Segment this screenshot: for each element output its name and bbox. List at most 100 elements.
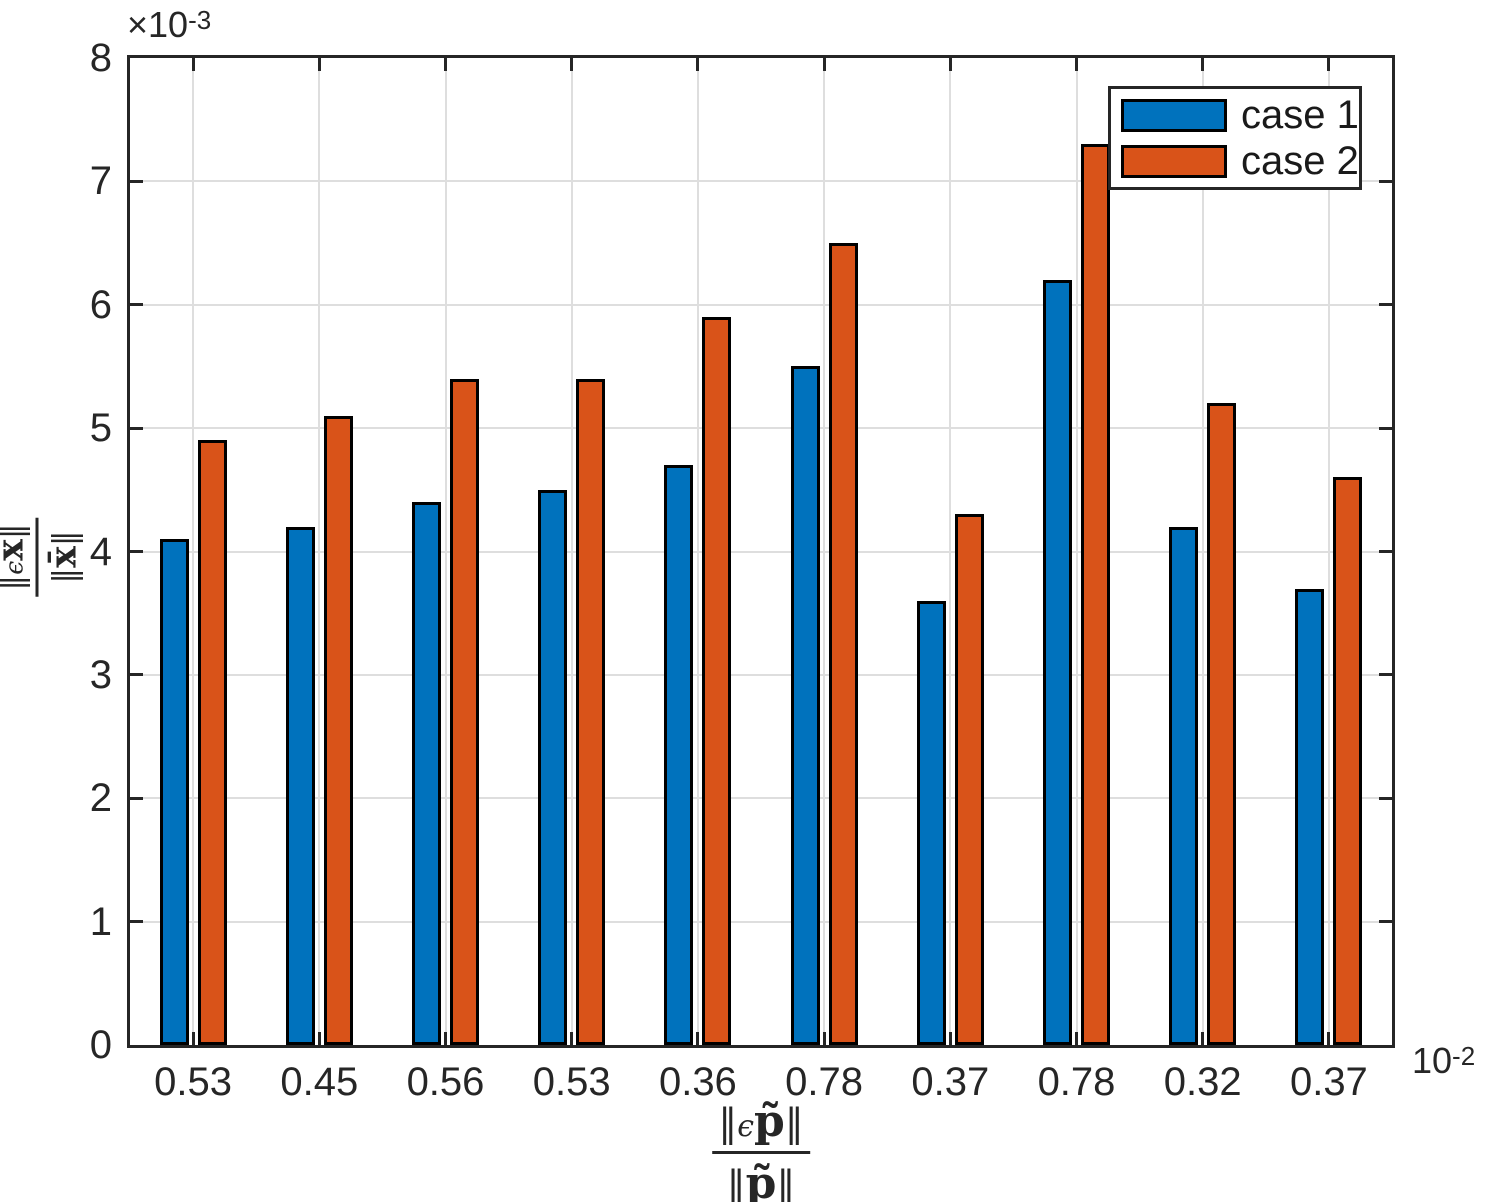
x-tick-bottom (1075, 1032, 1078, 1045)
legend-label-case-2: case 2 (1241, 139, 1359, 183)
bar-case-2-9 (1333, 477, 1363, 1045)
legend-item-case-2: case 2 (1121, 139, 1359, 183)
v-gridline (823, 58, 826, 1045)
y-exponent-sup: -3 (188, 5, 212, 35)
h-gridline (130, 427, 1392, 430)
y-tick-label: 5 (89, 406, 112, 451)
bar-case-2-3 (576, 378, 606, 1045)
p-tilde-symbol: p̃ (754, 1096, 785, 1147)
bar-case-1-3 (538, 489, 568, 1045)
legend-item-case-1: case 1 (1121, 93, 1359, 137)
x-tick-bottom (1201, 1032, 1205, 1045)
bar-case-2-4 (702, 317, 732, 1045)
v-gridline (444, 58, 447, 1045)
v-gridline (318, 58, 321, 1045)
norm-bars: ‖ (776, 1163, 796, 1202)
bar-case-1-7 (1043, 280, 1072, 1045)
y-tick-right (1379, 920, 1392, 924)
x-label-denominator: ‖p̃‖ (712, 1154, 810, 1202)
bar-case-1-0 (159, 539, 189, 1045)
x-tick-bottom (1327, 1032, 1331, 1045)
bar-case-2-7 (1081, 144, 1110, 1045)
x-exponent-base: 10 (1412, 1040, 1453, 1081)
y-axis-label: ‖ϵx̄‖ ‖x̄‖ (0, 517, 85, 597)
y-tick-right (1379, 179, 1392, 183)
y-tick-label: 2 (89, 776, 112, 821)
norm-bars: ‖ (45, 567, 84, 584)
y-tick-label: 6 (89, 282, 112, 327)
x-tick-top (948, 58, 952, 71)
x-tick-bottom (444, 1032, 447, 1045)
y-tick-left (130, 550, 143, 553)
x-tick-bottom (948, 1032, 952, 1045)
x-tick-bottom (696, 1032, 700, 1045)
x-tick-top (570, 58, 574, 71)
legend-label-case-1: case 1 (1241, 93, 1359, 137)
norm-bars: ‖ (0, 523, 31, 539)
legend: case 1 case 2 (1108, 86, 1362, 190)
x-axis-exponent: 10-2 (1412, 1040, 1475, 1082)
y-tick-right (1379, 796, 1392, 800)
y-tick-left (130, 920, 143, 924)
y-label-denominator: ‖x̄‖ (39, 517, 85, 596)
y-axis-exponent: ×10-3 (127, 4, 211, 46)
x-axis-label: ‖ϵp̃‖ ‖p̃‖ (712, 1096, 810, 1202)
y-tick-right (1379, 426, 1392, 430)
x-tick-label: 0.37 (1289, 1060, 1368, 1104)
y-exponent-base: ×10 (127, 4, 189, 45)
h-gridline (130, 920, 1392, 923)
v-gridline (1327, 58, 1330, 1045)
x-tick-label: 0.32 (1163, 1060, 1242, 1104)
x-tick-top (822, 58, 826, 71)
x-tick-top (317, 58, 321, 71)
x-label-numerator: ‖ϵp̃‖ (712, 1096, 810, 1154)
v-gridline (696, 58, 699, 1045)
p-tilde-symbol: p̃ (745, 1158, 777, 1202)
legend-swatch-case-2 (1121, 145, 1227, 178)
h-gridline (130, 550, 1392, 553)
x-tick-top (1075, 58, 1078, 71)
x-tick-bottom (191, 1032, 195, 1045)
x-tick-label: 0.78 (1037, 1060, 1116, 1104)
y-tick-label: 1 (89, 899, 112, 944)
bar-case-1-9 (1295, 588, 1325, 1045)
x-tick-top (696, 58, 700, 71)
x-exponent-sup: -2 (1452, 1041, 1476, 1071)
x-tick-label: 0.78 (785, 1060, 864, 1104)
bar-case-1-2 (412, 502, 441, 1045)
x-tick-label: 0.53 (154, 1060, 233, 1104)
x-tick-top (191, 58, 195, 71)
bar-case-1-4 (664, 465, 694, 1045)
x-tick-label: 0.37 (911, 1060, 990, 1104)
y-tick-label: 0 (89, 1023, 112, 1067)
x-tick-top (444, 58, 447, 71)
v-gridline (1201, 58, 1204, 1045)
y-tick-right (1379, 303, 1392, 307)
norm-bars: ‖ (0, 575, 31, 591)
x-bar-symbol: x̄ (0, 539, 32, 560)
plot-area (127, 55, 1395, 1048)
norm-bars: ‖ (784, 1101, 804, 1145)
bar-case-2-2 (450, 378, 479, 1045)
h-gridline (130, 303, 1392, 306)
y-tick-label: 3 (89, 652, 112, 697)
bar-case-2-5 (828, 243, 858, 1045)
y-tick-label: 8 (89, 36, 112, 80)
x-tick-label: 0.56 (406, 1060, 485, 1104)
v-gridline (949, 58, 952, 1045)
y-tick-left (130, 426, 143, 430)
y-tick-left (130, 796, 143, 800)
y-label-numerator: ‖ϵx̄‖ (0, 517, 39, 597)
v-gridline (192, 58, 195, 1045)
legend-swatch-case-1 (1121, 99, 1227, 132)
epsilon-symbol: ϵ (0, 560, 29, 575)
y-tick-left (130, 303, 143, 307)
bar-case-1-8 (1169, 526, 1199, 1045)
y-tick-left (130, 179, 143, 183)
bar-case-1-1 (285, 526, 315, 1045)
norm-bars: ‖ (718, 1101, 738, 1145)
x-tick-label: 0.45 (280, 1060, 359, 1104)
bar-case-2-1 (323, 415, 353, 1045)
bar-case-2-8 (1207, 403, 1237, 1045)
